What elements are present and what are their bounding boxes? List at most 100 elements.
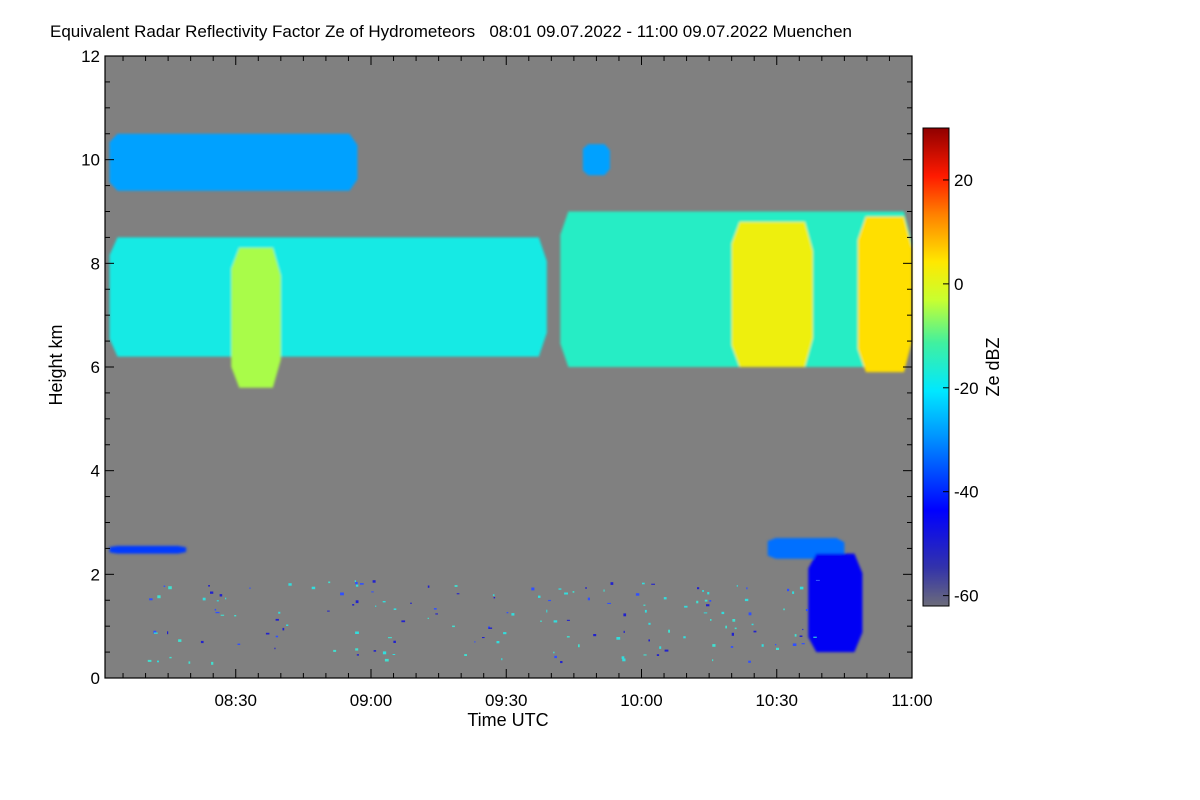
echo-speck <box>210 591 214 594</box>
x-tick-label: 10:00 <box>620 691 663 710</box>
echo-speck <box>286 624 289 626</box>
near-surface-echo-layer <box>147 579 820 665</box>
echo-speck <box>684 605 688 608</box>
echo-speck <box>553 651 555 654</box>
echo-speck <box>776 647 779 650</box>
echo-speck <box>546 609 548 613</box>
echo-speck <box>664 649 669 652</box>
echo-speck <box>506 612 509 614</box>
echo-speck <box>748 612 752 616</box>
echo-speck <box>799 635 803 637</box>
echo-speck <box>683 636 686 639</box>
echo-speck <box>433 608 437 610</box>
echo-speck <box>566 636 570 638</box>
echo-speck <box>656 654 660 656</box>
echo-speck <box>548 599 551 602</box>
echo-speck <box>355 648 359 651</box>
echo-speck <box>496 641 500 644</box>
echo-speck <box>427 585 430 588</box>
echo-speck <box>211 661 214 665</box>
echo-speck <box>215 611 220 614</box>
x-axis: 08:30 09:00 09:30 10:00 10:30 11:00 <box>122 56 933 710</box>
echo-speck <box>651 583 655 585</box>
echo-speck <box>554 655 557 659</box>
x-axis-title: Time UTC <box>467 710 548 730</box>
echo-speck <box>435 613 438 615</box>
echo-speck <box>616 637 621 640</box>
echo-speck <box>792 591 795 594</box>
echo-speck <box>278 611 281 614</box>
echo-speck <box>493 597 496 599</box>
echo-speck <box>333 649 337 652</box>
echo-speck <box>169 656 172 659</box>
echo-speck <box>219 594 223 597</box>
echo-speck <box>712 659 714 662</box>
echo-speck <box>702 590 704 592</box>
echo-speck <box>355 584 359 587</box>
echo-speck <box>746 587 748 590</box>
colorbar-tick-label: -20 <box>954 379 979 398</box>
echo-speck <box>621 656 625 659</box>
echo-speck <box>147 659 152 662</box>
y-tick-label: 12 <box>81 47 100 66</box>
echo-speck <box>360 583 364 585</box>
echo-speck <box>642 582 645 585</box>
echo-speck <box>384 658 389 662</box>
echo-speck <box>149 598 153 601</box>
echo-speck <box>663 597 667 600</box>
echo-speck <box>311 586 316 590</box>
echo-feature-1 <box>109 133 358 191</box>
echo-speck <box>340 592 344 596</box>
echo-speck <box>607 602 611 604</box>
echo-speck <box>587 597 590 601</box>
echo-layer <box>109 133 912 653</box>
echo-speck <box>721 611 725 615</box>
echo-speck <box>492 594 495 596</box>
echo-speck <box>558 588 562 590</box>
echo-speck <box>328 581 331 584</box>
colorbar-tick-label: 0 <box>954 275 963 294</box>
echo-speck <box>503 632 507 635</box>
echo-speck <box>452 625 455 628</box>
echo-speck <box>355 631 359 634</box>
echo-speck <box>388 637 392 639</box>
y-axis-title: Height km <box>46 324 66 405</box>
echo-speck <box>668 629 670 633</box>
echo-speck <box>736 585 738 587</box>
echo-speck <box>200 640 204 644</box>
colorbar-tick-label: -40 <box>954 483 979 502</box>
echo-speck <box>501 658 503 661</box>
echo-speck <box>482 637 485 639</box>
echo-speck <box>382 601 386 603</box>
echo-speck <box>794 634 797 637</box>
echo-speck <box>214 608 217 611</box>
echo-speck <box>153 630 157 634</box>
echo-speck <box>202 597 206 601</box>
echo-speck <box>709 600 712 602</box>
echo-speck <box>648 622 651 625</box>
echo-speck <box>696 600 699 604</box>
echo-speck <box>751 623 754 626</box>
echo-speck <box>157 595 161 599</box>
echo-speck <box>731 632 734 636</box>
echo-speck <box>659 646 662 649</box>
echo-speck <box>748 660 751 663</box>
echo-speck <box>220 614 225 616</box>
y-tick-label: 2 <box>91 565 100 584</box>
echo-speck <box>410 602 412 604</box>
echo-speck <box>225 597 227 600</box>
echo-speck <box>234 615 237 617</box>
echo-feature-6 <box>731 221 813 367</box>
echo-speck <box>815 579 820 581</box>
echo-speck <box>208 585 210 587</box>
echo-feature-8 <box>109 545 187 554</box>
echo-speck <box>734 627 737 630</box>
echo-speck <box>237 643 241 645</box>
echo-speck <box>564 592 568 595</box>
colorbar-tick-label: 20 <box>954 171 973 190</box>
echo-speck <box>538 595 541 598</box>
echo-speck <box>188 661 191 664</box>
x-tick-label: 09:00 <box>350 691 393 710</box>
echo-speck <box>802 628 804 631</box>
